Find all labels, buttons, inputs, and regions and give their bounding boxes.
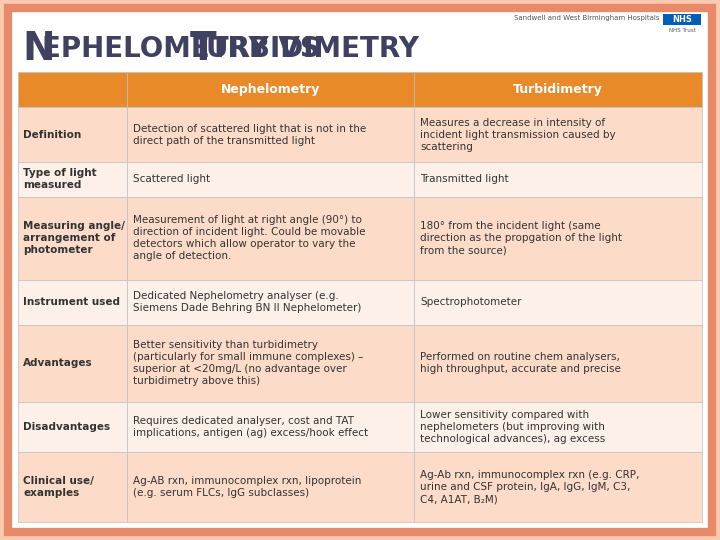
Bar <box>415 197 702 280</box>
Bar <box>415 107 702 162</box>
Text: Transmitted light: Transmitted light <box>420 174 509 185</box>
Text: N: N <box>22 30 55 68</box>
Bar <box>127 162 415 197</box>
Bar <box>127 402 415 452</box>
Bar <box>415 452 702 522</box>
Text: T: T <box>190 30 217 68</box>
Text: Spectrophotometer: Spectrophotometer <box>420 297 522 307</box>
Bar <box>415 72 702 107</box>
Text: Clinical use/
examples: Clinical use/ examples <box>23 476 94 498</box>
Text: Better sensitivity than turbidimetry
(particularly for small immune complexes) –: Better sensitivity than turbidimetry (pa… <box>132 340 363 386</box>
Text: Advantages: Advantages <box>23 358 93 368</box>
Bar <box>127 72 415 107</box>
Text: Definition: Definition <box>23 130 81 139</box>
Bar <box>18 452 127 522</box>
Bar <box>415 402 702 452</box>
Bar <box>127 452 415 522</box>
Bar <box>415 162 702 197</box>
Text: Sandwell and West Birmingham Hospitals: Sandwell and West Birmingham Hospitals <box>515 15 660 21</box>
Bar <box>18 107 127 162</box>
Bar <box>127 107 415 162</box>
Bar <box>18 197 127 280</box>
Bar <box>663 14 701 25</box>
Text: Performed on routine chem analysers,
high throughput, accurate and precise: Performed on routine chem analysers, hig… <box>420 352 621 374</box>
Bar <box>415 280 702 325</box>
Bar <box>127 325 415 402</box>
Text: Dedicated Nephelometry analyser (e.g.
Siemens Dade Behring BN II Nephelometer): Dedicated Nephelometry analyser (e.g. Si… <box>132 291 361 313</box>
Text: Type of light
measured: Type of light measured <box>23 168 96 191</box>
Bar <box>415 325 702 402</box>
Text: NHS Trust: NHS Trust <box>669 28 696 33</box>
Bar <box>127 197 415 280</box>
Text: URBIDIMETRY: URBIDIMETRY <box>205 35 419 63</box>
Bar <box>18 402 127 452</box>
Bar <box>18 325 127 402</box>
Text: NHS: NHS <box>672 16 692 24</box>
Bar <box>18 162 127 197</box>
Text: EPHELOMETRY VS: EPHELOMETRY VS <box>42 35 330 63</box>
Text: Detection of scattered light that is not in the
direct path of the transmitted l: Detection of scattered light that is not… <box>132 124 366 145</box>
Text: Turbidimetry: Turbidimetry <box>513 83 603 96</box>
Text: Scattered light: Scattered light <box>132 174 210 185</box>
Bar <box>127 280 415 325</box>
Text: Instrument used: Instrument used <box>23 297 120 307</box>
Text: Requires dedicated analyser, cost and TAT
implications, antigen (ag) excess/hook: Requires dedicated analyser, cost and TA… <box>132 416 368 438</box>
Bar <box>18 72 127 107</box>
Text: Lower sensitivity compared with
nephelometers (but improving with
technological : Lower sensitivity compared with nephelom… <box>420 410 606 444</box>
Text: Ag-Ab rxn, immunocomplex rxn (e.g. CRP,
urine and CSF protein, IgA, IgG, IgM, C3: Ag-Ab rxn, immunocomplex rxn (e.g. CRP, … <box>420 470 640 504</box>
Text: Measurement of light at right angle (90°) to
direction of incident light. Could : Measurement of light at right angle (90°… <box>132 215 365 261</box>
Bar <box>18 280 127 325</box>
Text: Measuring angle/
arrangement of
photometer: Measuring angle/ arrangement of photomet… <box>23 221 125 255</box>
Text: Nephelometry: Nephelometry <box>221 83 320 96</box>
Text: Ag-AB rxn, immunocomplex rxn, lipoprotein
(e.g. serum FLCs, IgG subclasses): Ag-AB rxn, immunocomplex rxn, lipoprotei… <box>132 476 361 498</box>
Text: 180° from the incident light (same
direction as the propgation of the light
from: 180° from the incident light (same direc… <box>420 221 622 255</box>
Text: Disadvantages: Disadvantages <box>23 422 110 432</box>
Text: Measures a decrease in intensity of
incident light transmission caused by
scatte: Measures a decrease in intensity of inci… <box>420 118 616 152</box>
